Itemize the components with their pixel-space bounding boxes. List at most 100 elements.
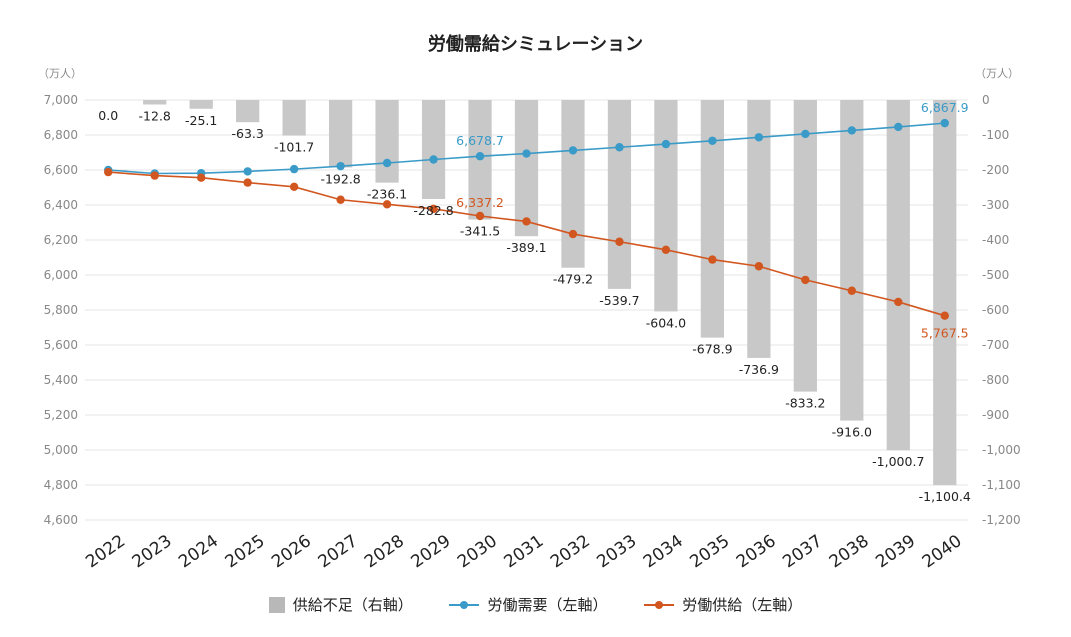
x-axis-tick: 2036 — [733, 531, 780, 572]
left-axis-tick: 5,200 — [44, 408, 78, 422]
bar-label: -101.7 — [274, 140, 314, 155]
right-axis-unit: （万人） — [975, 67, 1019, 80]
bar-label: -341.5 — [460, 224, 500, 239]
bar-label: -389.1 — [506, 240, 546, 255]
demand-point — [289, 164, 299, 174]
left-axis-unit: （万人） — [38, 67, 82, 80]
chart-svg: 7,000 0 6,800 -100 6,600 -200 6,400 -300 6,200 -4… — [38, 67, 1021, 572]
bar-label: -12.8 — [139, 108, 171, 123]
bar — [561, 100, 585, 268]
legend-supply-swatch — [644, 597, 675, 613]
data-labels: 0.0 -12.8 -25.1 -63.3 -101.7 -192.8 -236.1 -282… — [98, 100, 971, 504]
bar-label: -678.9 — [692, 342, 732, 357]
demand-point — [382, 158, 392, 168]
x-axis-tick: 2039 — [872, 531, 919, 572]
x-axis-tick: 2027 — [315, 531, 362, 572]
legend-label-demand: 労働需要（左軸） — [487, 596, 608, 614]
legend-item-shortage: 供給不足（右軸） — [268, 594, 413, 615]
bar-label: -604.0 — [646, 315, 686, 330]
legend-demand-swatch — [449, 597, 480, 613]
left-axis-tick: 7,000 — [44, 93, 78, 107]
x-axis-tick: 2040 — [919, 531, 966, 572]
x-axis-tick: 2032 — [547, 531, 594, 572]
supply-point — [429, 204, 438, 214]
demand-point — [522, 149, 531, 158]
supply-label: 5,767.5 — [921, 326, 969, 341]
supply-point — [940, 311, 949, 320]
bar — [840, 100, 864, 421]
bar-label: -25.1 — [185, 113, 217, 128]
legend-label-shortage: 供給不足（右軸） — [292, 596, 413, 614]
bar — [375, 100, 399, 183]
bar-label: -1,000.7 — [872, 454, 924, 469]
chart-title: 労働需給シミュレーション — [427, 34, 644, 55]
left-axis-tick: 6,000 — [44, 268, 78, 282]
supply-point — [336, 195, 345, 204]
x-axis-tick: 2025 — [222, 531, 269, 572]
bar — [328, 100, 353, 168]
bar-label: -539.7 — [599, 293, 639, 308]
x-axis-tick: 2022 — [82, 531, 129, 572]
right-axis-tick: -800 — [982, 373, 1009, 387]
bar — [886, 100, 910, 451]
right-axis-tick: -1,000 — [982, 443, 1021, 457]
demand-point — [894, 122, 903, 132]
bar — [654, 100, 678, 312]
x-axis-tick: 2035 — [686, 531, 733, 572]
supply-point — [196, 173, 206, 182]
x-axis-tick: 2038 — [826, 531, 873, 572]
bars — [143, 100, 957, 486]
bar — [189, 100, 213, 109]
demand-point — [568, 146, 578, 155]
left-axis-tick: 5,800 — [44, 303, 78, 317]
supply-point — [894, 297, 903, 307]
right-axis-tick: -900 — [982, 408, 1009, 422]
lines — [104, 118, 949, 320]
demand-label: 6,867.9 — [921, 100, 969, 115]
left-axis-tick: 6,400 — [44, 198, 78, 212]
left-axis-tick: 5,000 — [44, 443, 78, 457]
supply-point — [754, 262, 764, 271]
x-axis-tick: 2037 — [779, 531, 826, 572]
left-axis-tick: 6,800 — [44, 128, 78, 142]
demand-point — [661, 139, 671, 149]
demand-point — [429, 155, 438, 164]
supply-label: 6,337.2 — [456, 195, 504, 210]
supply-point — [475, 211, 485, 221]
right-axis-tick: -100 — [982, 128, 1009, 142]
supply-point — [708, 255, 717, 264]
bar — [933, 100, 957, 486]
demand-point — [243, 167, 252, 176]
left-axis-tick: 4,600 — [44, 513, 78, 527]
demand-label: 6,678.7 — [456, 133, 504, 148]
bar — [143, 100, 167, 105]
left-axis-tick: 5,600 — [44, 338, 78, 352]
demand-point — [708, 136, 717, 145]
supply-point — [615, 237, 624, 246]
x-axis-tick: 2026 — [268, 531, 315, 572]
x-axis-tick: 2031 — [500, 531, 547, 572]
left-axis-tick: 6,200 — [44, 233, 78, 247]
legend-item-supply: 労働供給（左軸） — [644, 594, 802, 615]
supply-point — [847, 286, 857, 295]
demand-point — [615, 143, 624, 152]
bar-label: -833.2 — [785, 396, 825, 411]
left-axis-tick: 4,800 — [44, 478, 78, 492]
right-axis-tick: -400 — [982, 233, 1009, 247]
right-axis-tick: -600 — [982, 303, 1009, 317]
supply-point — [289, 182, 299, 191]
supply-point — [382, 200, 392, 209]
right-axis-tick: -700 — [982, 338, 1009, 352]
legend-label-supply: 労働供給（左軸） — [682, 596, 803, 614]
left-axis-tick: 5,400 — [44, 373, 78, 387]
x-axis-tick: 2029 — [408, 531, 455, 572]
legend-item-demand: 労働需要（左軸） — [449, 594, 608, 615]
bar — [607, 100, 632, 289]
bar-label: -282.8 — [413, 203, 453, 218]
bar — [421, 100, 446, 199]
x-axis-tick: 2023 — [129, 531, 176, 572]
demand-point — [847, 126, 857, 135]
supply-point — [801, 275, 810, 285]
bar-label: -63.3 — [231, 126, 263, 141]
supply-point — [568, 229, 578, 239]
